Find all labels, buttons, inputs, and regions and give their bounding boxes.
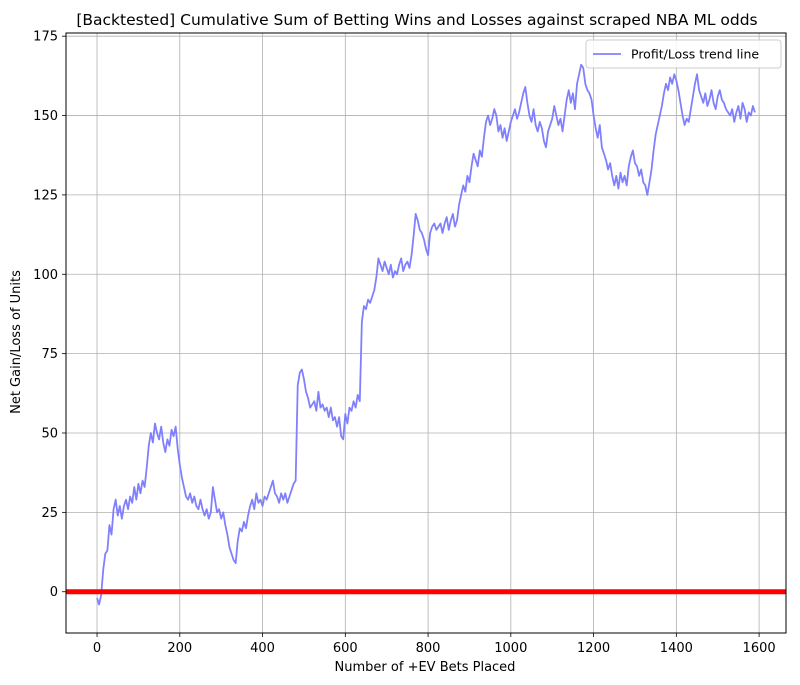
y-tick-label: 125: [33, 188, 58, 203]
plot-frame: [65, 32, 787, 634]
y-axis-ticks: 0 25 50 75 100 125 150 175: [33, 30, 66, 600]
chart-title: [Backtested] Cumulative Sum of Betting W…: [76, 11, 757, 29]
y-axis-label: Net Gain/Loss of Units: [9, 270, 24, 414]
y-tick-label: 0: [50, 585, 58, 600]
legend: Profit/Loss trend line: [585, 39, 782, 69]
profit-loss-line: [96, 63, 756, 606]
y-tick-label: 150: [33, 109, 58, 124]
x-tick-label: 200: [167, 641, 192, 656]
x-tick-label: 0: [93, 641, 101, 656]
y-tick-label: 175: [33, 30, 58, 45]
y-tick-label: 25: [41, 506, 58, 521]
x-tick-label: 800: [416, 641, 441, 656]
y-tick-label: 75: [41, 347, 58, 362]
legend-label: Profit/Loss trend line: [631, 47, 759, 62]
y-tick-label: 50: [41, 427, 58, 442]
x-tick-label: 400: [250, 641, 275, 656]
series-layer: [66, 63, 786, 606]
x-axis-ticks: 0 200 400 600 800 1000 1200 1400 1600: [93, 633, 776, 656]
x-tick-label: 1400: [660, 641, 693, 656]
x-tick-label: 1600: [743, 641, 776, 656]
y-tick-label: 100: [33, 268, 58, 283]
x-tick-label: 1200: [577, 641, 610, 656]
x-tick-label: 600: [333, 641, 358, 656]
x-axis-label: Number of +EV Bets Placed: [335, 660, 516, 675]
x-tick-label: 1000: [494, 641, 527, 656]
legend-box: [585, 39, 782, 69]
